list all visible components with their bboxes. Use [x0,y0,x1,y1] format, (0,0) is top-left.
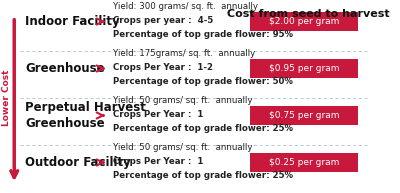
Text: $0.25 per gram: $0.25 per gram [268,158,339,167]
Text: Yield: 175grams/ sq. ft.  annually: Yield: 175grams/ sq. ft. annually [113,49,255,58]
Text: Crops per year :  4-5: Crops per year : 4-5 [113,16,213,25]
Text: Yield: 300 grams/ sq. ft.  annually: Yield: 300 grams/ sq. ft. annually [113,2,258,11]
Text: Crops Per Year :  1: Crops Per Year : 1 [113,157,203,166]
Text: Perpetual Harvest
Greenhouse: Perpetual Harvest Greenhouse [25,101,146,130]
Text: Crops Per Year :  1-2: Crops Per Year : 1-2 [113,63,213,72]
FancyBboxPatch shape [250,12,358,31]
Text: $0.95 per gram: $0.95 per gram [268,64,339,73]
Text: Yield: 50 grams/ sq. ft.  annually: Yield: 50 grams/ sq. ft. annually [113,143,252,152]
Text: Outdoor Facility: Outdoor Facility [25,156,131,169]
FancyBboxPatch shape [250,59,358,78]
Text: $0.75 per gram: $0.75 per gram [268,111,339,120]
Text: Percentage of top grade flower: 25%: Percentage of top grade flower: 25% [113,124,293,133]
Text: $2.00 per gram: $2.00 per gram [268,17,339,26]
Text: Lower Cost: Lower Cost [2,69,11,126]
Text: Indoor Facility: Indoor Facility [25,15,120,28]
Text: Yield: 50 grams/ sq. ft.  annually: Yield: 50 grams/ sq. ft. annually [113,96,252,105]
FancyBboxPatch shape [250,106,358,125]
Text: Percentage of top grade flower: 50%: Percentage of top grade flower: 50% [113,77,292,86]
Text: Greenhouse: Greenhouse [25,62,105,75]
Text: Cost from seed to harvest: Cost from seed to harvest [227,9,390,19]
FancyBboxPatch shape [250,153,358,172]
Text: Percentage of top grade flower: 25%: Percentage of top grade flower: 25% [113,171,293,180]
Text: Crops Per Year :  1: Crops Per Year : 1 [113,110,203,119]
Text: Percentage of top grade flower: 95%: Percentage of top grade flower: 95% [113,30,293,39]
